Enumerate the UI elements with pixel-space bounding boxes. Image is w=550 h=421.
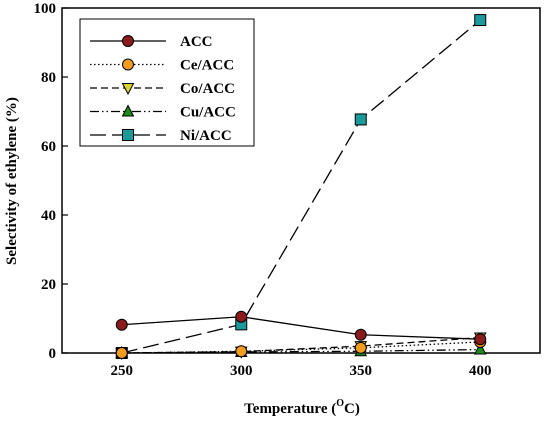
legend-swatch-marker xyxy=(121,104,135,117)
y-tick-label: 40 xyxy=(41,208,56,224)
series-markers xyxy=(115,14,487,361)
legend-item-co-acc: Co/ACC xyxy=(90,81,235,97)
y-axis: 0 20 40 60 80 100 xyxy=(34,1,68,362)
legend-frame xyxy=(79,18,255,147)
data-point-ce-acc xyxy=(354,341,367,354)
series-layer xyxy=(115,14,487,361)
data-point-ce-acc xyxy=(115,347,128,359)
y-tick-label: 100 xyxy=(34,1,57,17)
legend-label: Cu/ACC xyxy=(180,105,236,121)
legend-item-acc: ACC xyxy=(90,34,213,50)
legend: ACC Ce/ACC Co/ACC Cu/ACC Ni/ACC xyxy=(79,18,255,147)
series-line-cu-acc xyxy=(121,348,481,354)
legend-label: Ce/ACC xyxy=(180,58,234,74)
legend-label: ACC xyxy=(180,34,213,50)
x-axis-title-suffix: C) xyxy=(344,401,360,417)
x-tick-label: 350 xyxy=(350,363,373,379)
x-axis-title-main: Temperature ( xyxy=(244,401,336,417)
legend-item-cu-acc: Cu/ACC xyxy=(90,104,236,121)
legend-label: Co/ACC xyxy=(180,81,235,97)
legend-swatch-marker xyxy=(122,58,134,71)
legend-swatch-marker xyxy=(121,83,135,96)
legend-item-ce-acc: Ce/ACC xyxy=(90,58,234,74)
y-axis-title: Selectivity of ethylene (%) xyxy=(4,97,20,265)
data-point-ce-acc xyxy=(235,345,248,358)
data-point-cu-acc xyxy=(473,342,487,355)
data-point-ni-acc xyxy=(474,14,487,27)
x-tick-label: 400 xyxy=(469,363,492,379)
x-tick-label: 300 xyxy=(230,363,253,379)
data-point-acc xyxy=(115,318,128,331)
data-point-ni-acc xyxy=(354,113,367,126)
x-tick-label: 250 xyxy=(111,363,134,379)
data-point-acc xyxy=(354,328,367,341)
data-point-acc xyxy=(474,333,487,346)
legend-label: Ni/ACC xyxy=(180,128,232,144)
x-axis-title-sup: O xyxy=(336,398,344,409)
x-axis: 250 300 350 400 xyxy=(111,347,492,379)
y-tick-label: 80 xyxy=(41,70,56,86)
plot-frame xyxy=(61,7,541,354)
data-point-acc xyxy=(235,310,248,323)
series-line-ce-acc xyxy=(121,341,481,354)
legend-swatch-marker xyxy=(122,129,134,141)
y-tick-label: 60 xyxy=(41,139,56,155)
series-line-acc xyxy=(121,316,481,340)
y-tick-label: 0 xyxy=(49,346,57,362)
legend-item-ni-acc: Ni/ACC xyxy=(90,128,232,144)
series-lines xyxy=(121,19,481,354)
y-tick-label: 20 xyxy=(41,277,56,293)
x-axis-title: Temperature (OC) xyxy=(244,398,360,417)
legend-swatch-marker xyxy=(122,35,134,47)
